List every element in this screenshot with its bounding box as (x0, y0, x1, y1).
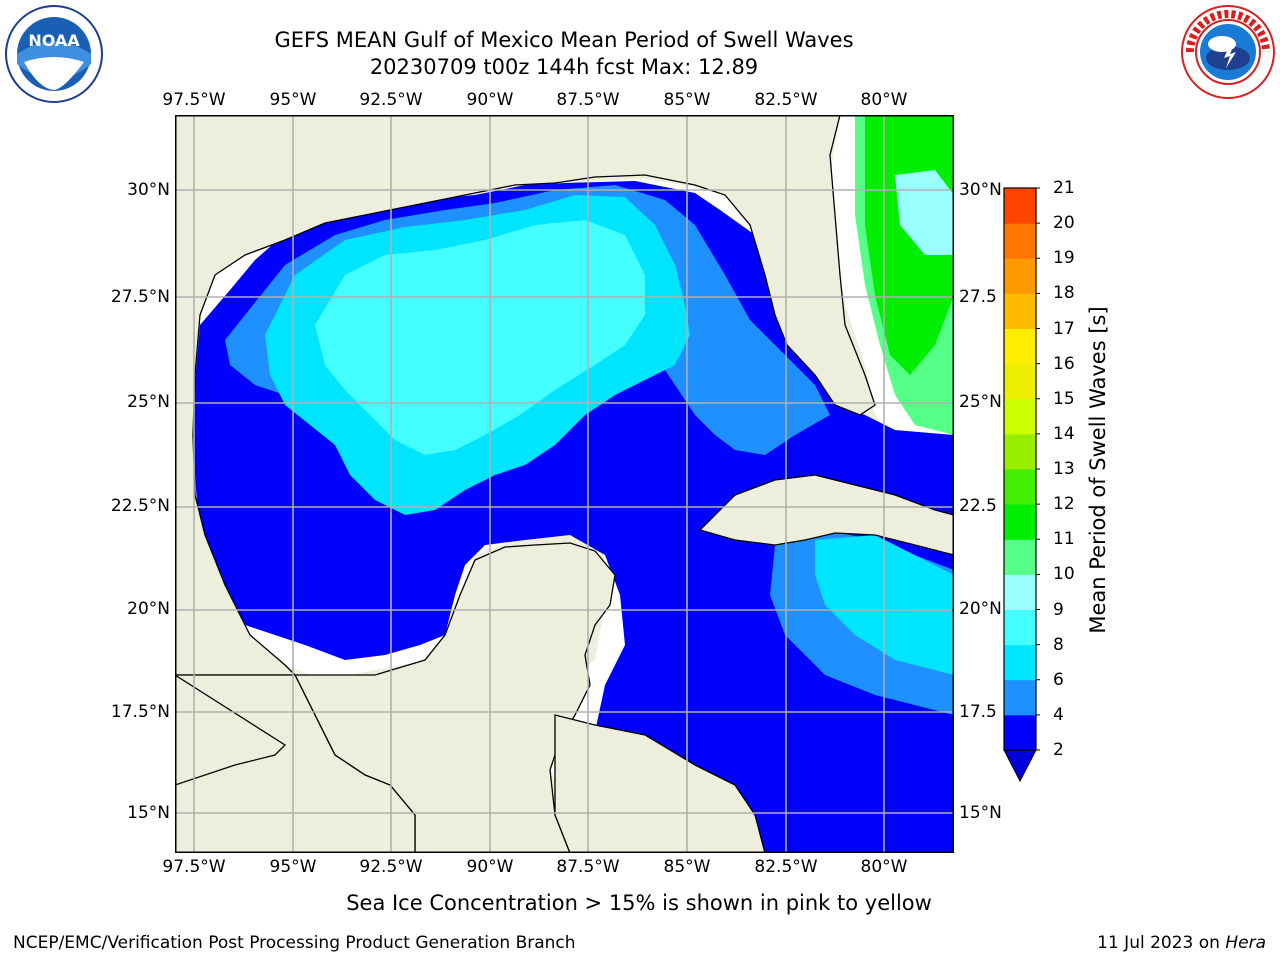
chart-title: GEFS MEAN Gulf of Mexico Mean Period of … (274, 28, 854, 52)
lat-tick-left: 15°N (127, 803, 170, 823)
colorbar-tick-label: 15 (1053, 388, 1075, 409)
colorbar-tick-label: 19 (1053, 248, 1075, 269)
colorbar-tick-label: 10 (1053, 564, 1075, 585)
colorbar-segment (1004, 398, 1036, 435)
colorbar-segment (1004, 679, 1036, 716)
lat-tick-right: 15°N (959, 803, 1002, 823)
colorbar-segment (1004, 644, 1036, 681)
colorbar-segment (1004, 609, 1036, 646)
lat-tick-left: 20°N (127, 599, 170, 619)
colorbar-segment (1004, 714, 1036, 751)
lon-tick-bottom: 90°W (466, 857, 514, 877)
swell-atlantic-8-9 (895, 170, 954, 255)
lon-tick-top: 87.5°W (556, 90, 620, 110)
colorbar-segment (1004, 469, 1036, 505)
footer-host: Hera (1225, 933, 1266, 953)
colorbar-segment (1004, 504, 1036, 540)
colorbar-tick-label: 21 (1053, 178, 1075, 198)
colorbar-segment (1004, 328, 1036, 365)
colorbar-segment (1004, 574, 1036, 610)
lat-tick-left: 30°N (127, 180, 170, 200)
colorbar-tick-label: 11 (1053, 529, 1075, 550)
colorbar-tick-label: 12 (1053, 494, 1075, 515)
honduras-land (554, 714, 766, 853)
lon-tick-bottom: 87.5°W (556, 857, 620, 877)
lat-tick-left: 17.5°N (110, 702, 170, 722)
graticule (175, 115, 954, 853)
lat-tick-right: 22.5 (959, 496, 997, 516)
noaa-logo: NOAA (5, 5, 103, 103)
lat-tick-right: 20°N (959, 599, 1002, 619)
footer-date: 11 Jul 2023 on Hera (1097, 933, 1266, 953)
noaa-logo-text: NOAA (28, 31, 80, 50)
lat-tick-left: 27.5°N (110, 287, 170, 307)
lon-tick-bottom: 92.5°W (359, 857, 423, 877)
lon-tick-bottom: 85°W (663, 857, 711, 877)
map-frame (175, 115, 954, 853)
colorbar-tick-label: 16 (1053, 353, 1075, 374)
colorbar-segment (1004, 258, 1036, 294)
colorbar-segment (1004, 188, 1036, 224)
lon-tick-top: 80°W (860, 90, 908, 110)
colorbar-tick-label: 8 (1053, 634, 1064, 655)
colorbar-tick-label: 2 (1053, 740, 1064, 760)
lat-tick-left: 25°N (127, 392, 170, 412)
colorbar-tick-label: 13 (1053, 459, 1075, 479)
lat-tick-right: 25°N (959, 392, 1002, 412)
colorbar-segment (1004, 539, 1036, 575)
colorbar-title: Mean Period of Swell Waves [s] (1086, 306, 1110, 634)
lon-tick-top: 92.5°W (359, 90, 423, 110)
chart-subtitle: 20230709 t00z 144h fcst Max: 12.89 (369, 55, 759, 79)
lon-tick-top: 85°W (663, 90, 711, 110)
lon-tick-bottom: 82.5°W (754, 857, 818, 877)
colorbar-tick-label: 4 (1053, 704, 1064, 725)
nws-logo (1181, 5, 1275, 99)
footer-date-text: 11 Jul 2023 on (1097, 933, 1226, 953)
lon-tick-top: 97.5°W (162, 90, 226, 110)
colorbar-tick-label: 17 (1053, 318, 1075, 339)
lat-tick-left: 22.5°N (110, 496, 170, 516)
footer-credit: NCEP/EMC/Verification Post Processing Pr… (13, 933, 576, 953)
lon-tick-top: 90°W (466, 90, 514, 110)
colorbar-tick-label: 9 (1053, 599, 1064, 620)
colorbar-tick-label: 20 (1053, 213, 1075, 234)
colorbar (1003, 187, 1040, 783)
colorbar-tick-label: 6 (1053, 669, 1064, 690)
yucatan-land (293, 542, 616, 853)
map-panel (175, 115, 954, 853)
lat-tick-right: 30°N (959, 180, 1002, 200)
cuba-land (698, 474, 954, 556)
lon-tick-bottom: 80°W (860, 857, 908, 877)
lon-tick-top: 82.5°W (754, 90, 818, 110)
sea-ice-note: Sea Ice Concentration > 15% is shown in … (346, 891, 932, 915)
colorbar-segment (1004, 363, 1036, 400)
us-coast-land (175, 115, 876, 676)
lon-tick-bottom: 95°W (269, 857, 317, 877)
colorbar-under-arrow (1003, 749, 1037, 783)
colorbar-tick-label: 18 (1053, 283, 1075, 304)
lon-tick-top: 95°W (269, 90, 317, 110)
colorbar-segment (1004, 293, 1036, 329)
colorbar-segment (1004, 433, 1036, 470)
central-america-land (175, 674, 416, 853)
lat-tick-right: 17.5 (959, 702, 997, 722)
colorbar-tick-label: 14 (1053, 423, 1075, 444)
lon-tick-bottom: 97.5°W (162, 857, 226, 877)
swell-level-8-9 (315, 220, 645, 455)
lat-tick-right: 27.5 (959, 287, 997, 307)
colorbar-segment (1004, 223, 1036, 259)
